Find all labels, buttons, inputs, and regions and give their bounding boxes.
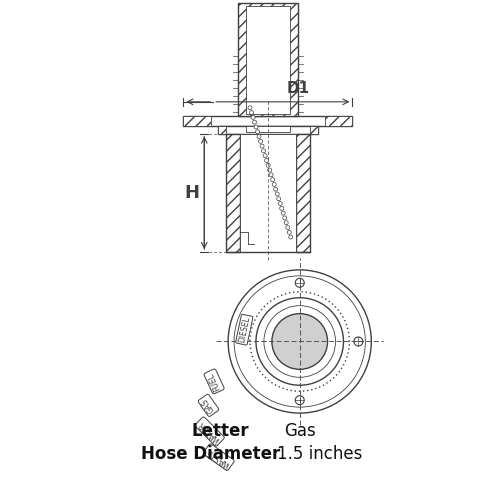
Bar <box>238 4 298 116</box>
Circle shape <box>248 106 252 110</box>
Circle shape <box>270 178 274 182</box>
Bar <box>296 134 310 252</box>
Circle shape <box>260 144 264 148</box>
Circle shape <box>269 173 273 177</box>
Text: WASTE: WASTE <box>206 446 232 468</box>
Bar <box>184 116 352 126</box>
Text: H: H <box>185 184 200 202</box>
Text: Gas: Gas <box>284 422 316 440</box>
Bar <box>246 126 290 132</box>
Bar <box>240 134 296 252</box>
Text: Hose Diameter: Hose Diameter <box>140 445 280 463</box>
Circle shape <box>254 125 258 129</box>
Circle shape <box>257 134 261 138</box>
Circle shape <box>276 197 280 201</box>
Circle shape <box>264 158 268 162</box>
Circle shape <box>252 120 256 124</box>
Bar <box>184 116 211 126</box>
Text: GAS: GAS <box>200 396 216 414</box>
Bar <box>310 126 318 134</box>
Circle shape <box>258 140 262 143</box>
Text: FUEL: FUEL <box>206 371 222 392</box>
Bar <box>324 116 352 126</box>
Circle shape <box>295 278 304 287</box>
Text: 1.5 inches: 1.5 inches <box>277 445 362 463</box>
Text: Letter: Letter <box>192 422 249 440</box>
Text: D1: D1 <box>286 81 310 96</box>
Circle shape <box>282 216 286 220</box>
Circle shape <box>288 230 292 234</box>
Circle shape <box>262 149 266 153</box>
Circle shape <box>263 154 267 158</box>
Bar <box>246 6 290 114</box>
Circle shape <box>250 110 254 114</box>
Circle shape <box>268 168 272 172</box>
Text: WATER: WATER <box>197 419 222 444</box>
Circle shape <box>295 396 304 404</box>
Circle shape <box>251 116 255 119</box>
Text: DIESEL: DIESEL <box>237 316 252 344</box>
Bar <box>218 126 226 134</box>
Circle shape <box>256 130 260 134</box>
Circle shape <box>284 220 288 224</box>
Circle shape <box>286 226 290 230</box>
Circle shape <box>272 182 276 186</box>
Circle shape <box>281 211 285 215</box>
Circle shape <box>275 192 279 196</box>
Circle shape <box>289 235 293 239</box>
Circle shape <box>266 164 270 167</box>
Circle shape <box>272 314 328 370</box>
Circle shape <box>274 187 278 191</box>
Bar <box>226 134 240 252</box>
Circle shape <box>354 337 363 346</box>
Circle shape <box>278 202 282 205</box>
Circle shape <box>280 206 283 210</box>
Bar <box>218 126 318 134</box>
